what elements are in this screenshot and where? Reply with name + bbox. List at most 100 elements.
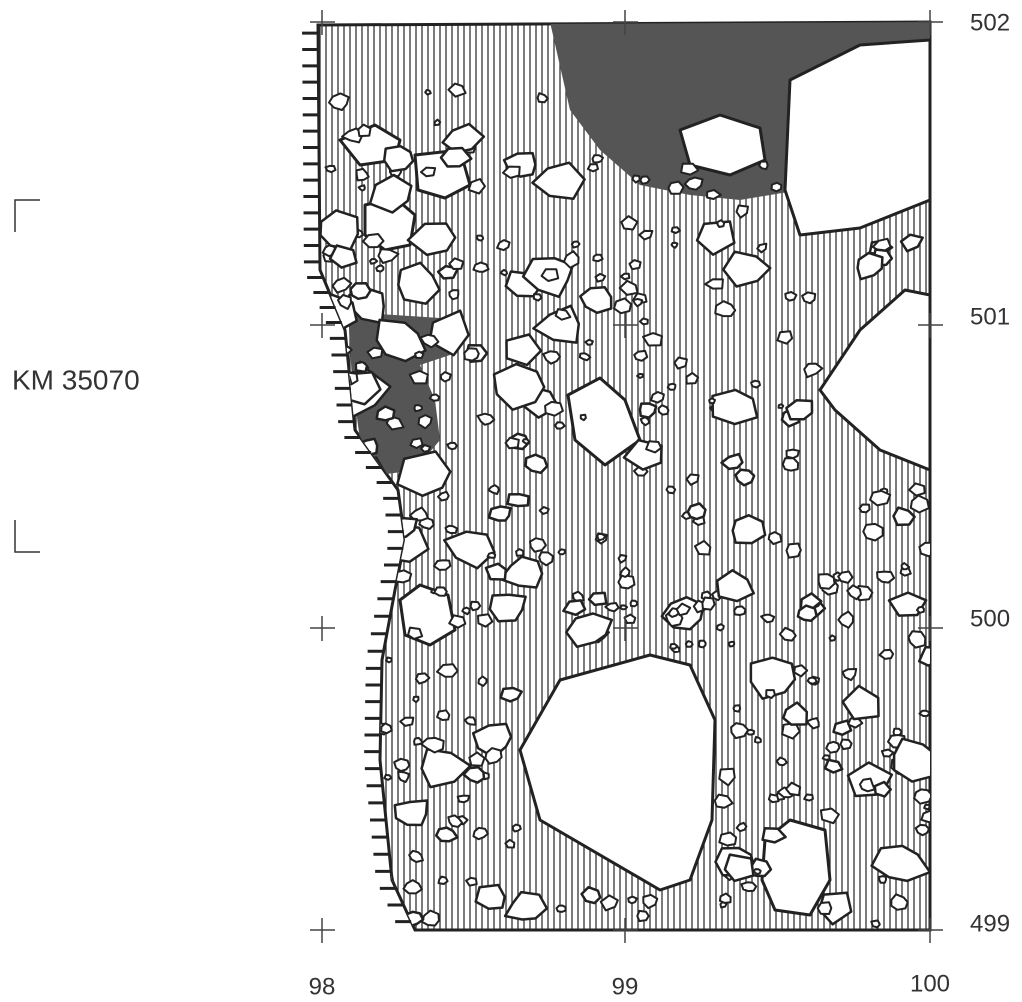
y-coordinate: 499 <box>970 910 1010 937</box>
stone <box>858 777 876 793</box>
stone <box>504 436 520 450</box>
stone <box>504 838 516 849</box>
stone <box>456 794 471 804</box>
stone <box>767 793 780 804</box>
stone <box>437 490 450 502</box>
stone <box>414 350 425 359</box>
stone <box>444 524 458 534</box>
section-label: KM 35070 <box>12 364 140 395</box>
plan-area <box>302 20 932 932</box>
stone <box>417 414 433 430</box>
stone <box>892 506 916 527</box>
stone <box>730 722 750 740</box>
stone <box>408 849 424 863</box>
stone <box>554 308 572 321</box>
stone <box>727 640 736 648</box>
stone <box>472 261 490 273</box>
stone <box>623 613 637 624</box>
stone <box>720 452 744 471</box>
stone <box>856 251 884 281</box>
stone <box>355 167 370 182</box>
stone <box>686 502 707 521</box>
stone <box>377 248 400 264</box>
stone <box>722 250 772 288</box>
stone <box>876 570 896 584</box>
stone <box>428 393 441 402</box>
stone <box>362 233 385 249</box>
stone <box>599 894 619 912</box>
stone <box>749 656 797 700</box>
stone <box>665 485 677 495</box>
stone <box>701 596 716 611</box>
stone <box>765 689 776 699</box>
stone <box>890 893 909 911</box>
stone <box>492 362 546 411</box>
stone <box>761 827 787 844</box>
stone <box>393 799 429 827</box>
stone <box>913 788 930 805</box>
stone <box>908 482 926 497</box>
stone <box>785 542 802 559</box>
stone <box>806 676 818 685</box>
stone <box>357 123 372 138</box>
stone <box>463 716 477 726</box>
stone <box>706 189 722 200</box>
stone <box>878 648 895 660</box>
stone <box>858 503 871 514</box>
stone <box>756 242 768 254</box>
stone <box>355 361 368 373</box>
stone <box>448 289 460 301</box>
stone <box>675 602 692 617</box>
stone <box>669 642 679 650</box>
stone <box>670 226 681 234</box>
stone <box>841 684 880 721</box>
stone <box>878 875 887 884</box>
stone <box>823 758 844 774</box>
stone <box>711 388 759 426</box>
stone <box>364 640 376 650</box>
stone <box>447 82 467 98</box>
stone <box>477 675 488 687</box>
stone <box>613 297 632 315</box>
stone <box>846 584 862 601</box>
stone <box>892 737 930 783</box>
stone <box>832 719 853 737</box>
stone <box>923 803 930 811</box>
stone <box>680 162 700 176</box>
stone <box>487 484 500 495</box>
stone <box>638 317 649 326</box>
stone <box>328 820 342 833</box>
stone <box>349 907 368 924</box>
stone <box>375 405 396 422</box>
stone <box>357 184 366 192</box>
stone <box>328 244 358 269</box>
stone <box>803 793 814 802</box>
stone <box>439 371 452 383</box>
stone <box>468 751 486 767</box>
stone <box>499 686 523 703</box>
stone <box>636 372 644 379</box>
stone <box>375 264 385 273</box>
stone <box>402 879 423 895</box>
stone <box>477 613 494 628</box>
stone <box>713 793 734 809</box>
stone <box>782 701 809 726</box>
stone <box>369 258 379 265</box>
stone <box>409 437 424 449</box>
stone <box>784 291 798 302</box>
stone <box>434 826 459 843</box>
stone <box>767 531 783 546</box>
stone <box>413 404 423 413</box>
stone <box>847 716 864 729</box>
edge-ticks <box>302 31 412 924</box>
stone <box>586 163 599 173</box>
stone <box>366 346 384 360</box>
stone <box>469 600 482 612</box>
stone <box>325 434 340 448</box>
stone <box>385 656 393 664</box>
stone <box>900 562 911 571</box>
stone <box>335 834 345 844</box>
stone <box>396 450 452 498</box>
stone <box>463 347 480 362</box>
stone <box>570 240 581 249</box>
